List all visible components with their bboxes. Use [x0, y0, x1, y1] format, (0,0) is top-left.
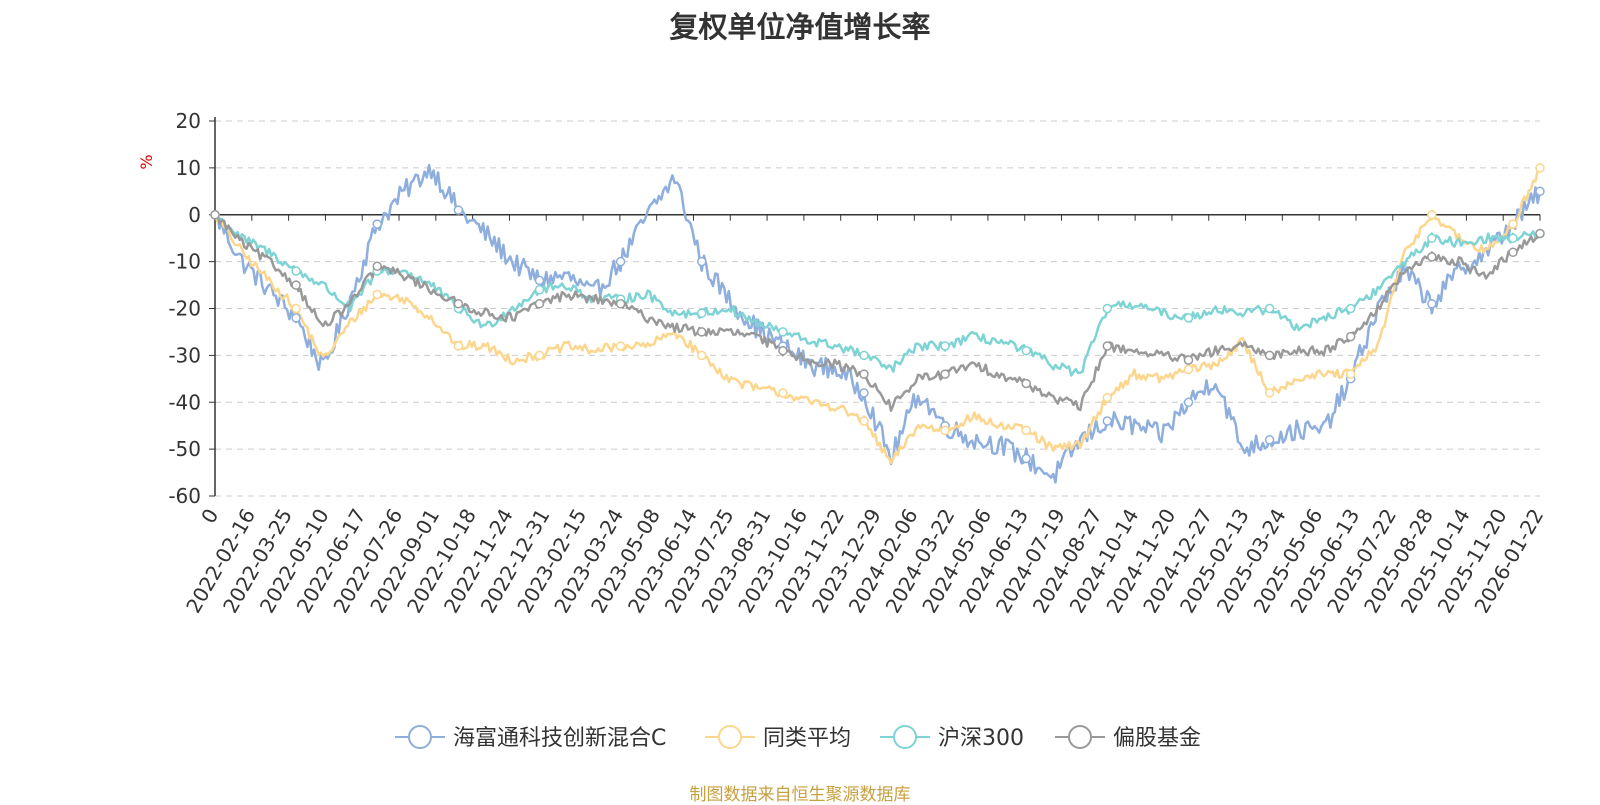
series-marker [210, 210, 220, 220]
series-marker [1183, 397, 1194, 408]
series-marker [615, 299, 626, 309]
legend-item[interactable]: 沪深300 [880, 725, 1024, 751]
series-marker [859, 388, 869, 398]
series-line [214, 212, 1542, 412]
y-tick-label: -30 [168, 343, 201, 367]
legend-label: 同类平均 [763, 726, 851, 751]
legend-item[interactable]: 海富通科技创新混合C [395, 725, 666, 751]
series-marker [1102, 341, 1113, 351]
series-marker [291, 303, 301, 314]
series-marker [1427, 210, 1437, 220]
y-tick-label: 0 [188, 203, 201, 227]
series-marker [534, 350, 545, 361]
series-marker [778, 345, 788, 356]
series-marker [534, 275, 545, 286]
series-marker [940, 425, 950, 436]
series-marker [291, 280, 301, 290]
legend-label: 沪深300 [938, 726, 1024, 751]
series-marker [1427, 252, 1437, 262]
y-tick-label: -50 [168, 437, 201, 461]
series-marker [1535, 163, 1545, 173]
series-marker [1345, 369, 1356, 379]
series-markers [210, 163, 1545, 464]
legend-item[interactable]: 同类平均 [705, 725, 851, 751]
legend: 海富通科技创新混合C 同类平均 沪深300 偏股基金 [395, 725, 1201, 751]
series-marker [615, 341, 626, 351]
series-marker [1535, 186, 1545, 197]
legend-marker-icon [893, 725, 917, 749]
y-tick-label: -10 [168, 250, 201, 274]
series-marker [1508, 219, 1518, 229]
series-marker [1427, 299, 1437, 309]
y-tick-label: 10 [176, 156, 201, 180]
series-marker [372, 261, 382, 272]
legend-marker-icon [408, 725, 432, 749]
series-marker [291, 313, 301, 323]
series-marker [372, 219, 382, 229]
series-marker [778, 388, 788, 398]
series-marker [1021, 425, 1031, 436]
y-tick-label: 20 [176, 109, 201, 133]
series-marker [940, 369, 950, 379]
legend-label: 海富通科技创新混合C [453, 726, 666, 751]
series-line [213, 166, 1541, 465]
series-marker [1183, 313, 1194, 323]
legend-label: 偏股基金 [1113, 726, 1201, 751]
y-axis-unit-label: % [137, 154, 156, 169]
series-marker [1535, 228, 1545, 239]
series-marker [372, 289, 382, 300]
series-marker [1264, 303, 1275, 314]
series-marker [1102, 303, 1113, 314]
series-marker [696, 308, 707, 318]
legend-marker-icon [1068, 725, 1092, 749]
series-line [214, 163, 1542, 484]
series-marker [1021, 378, 1031, 389]
legend-marker-icon [718, 725, 742, 749]
series-marker [1102, 392, 1113, 403]
legend-item[interactable]: 偏股基金 [1055, 725, 1201, 751]
series-marker [696, 327, 707, 337]
series-marker [534, 299, 545, 309]
y-tick-label: -60 [168, 484, 201, 508]
x-tick-label: 0 [196, 505, 223, 528]
series-marker [1183, 364, 1194, 375]
series-marker [1427, 233, 1437, 243]
series-marker [291, 266, 301, 276]
series-marker [940, 341, 950, 351]
series-marker [453, 341, 464, 351]
series-marker [1508, 247, 1518, 258]
chart-title: 复权单位净值增长率 [669, 10, 931, 44]
y-tick-label: -40 [168, 390, 201, 414]
series-marker [696, 350, 707, 361]
series-marker [1183, 355, 1194, 365]
y-tick-label: -20 [168, 297, 201, 321]
series-marker [1021, 453, 1031, 464]
series-line [214, 213, 1541, 377]
series-marker [1264, 388, 1275, 398]
axes: 20100-10-20-30-40-50-6002022-02-162022-0… [168, 109, 1548, 617]
series-marker [534, 285, 545, 295]
series-marker [1021, 345, 1031, 356]
series-marker [859, 369, 869, 379]
series-marker [1508, 233, 1518, 243]
series-marker [1345, 303, 1356, 314]
series-marker [859, 416, 869, 426]
series-marker [1345, 331, 1356, 342]
series-marker [859, 350, 869, 361]
source-note: 制图数据来自恒生聚源数据库 [689, 785, 911, 805]
series-marker [778, 327, 788, 337]
series-marker [1264, 350, 1275, 361]
series-marker [453, 299, 464, 309]
series-marker [453, 205, 464, 215]
series-marker [1264, 435, 1275, 445]
grid-lines [215, 120, 1540, 497]
series-marker [696, 256, 707, 267]
series-marker [615, 256, 626, 267]
series-marker [1102, 416, 1113, 426]
series-lines [213, 163, 1542, 484]
